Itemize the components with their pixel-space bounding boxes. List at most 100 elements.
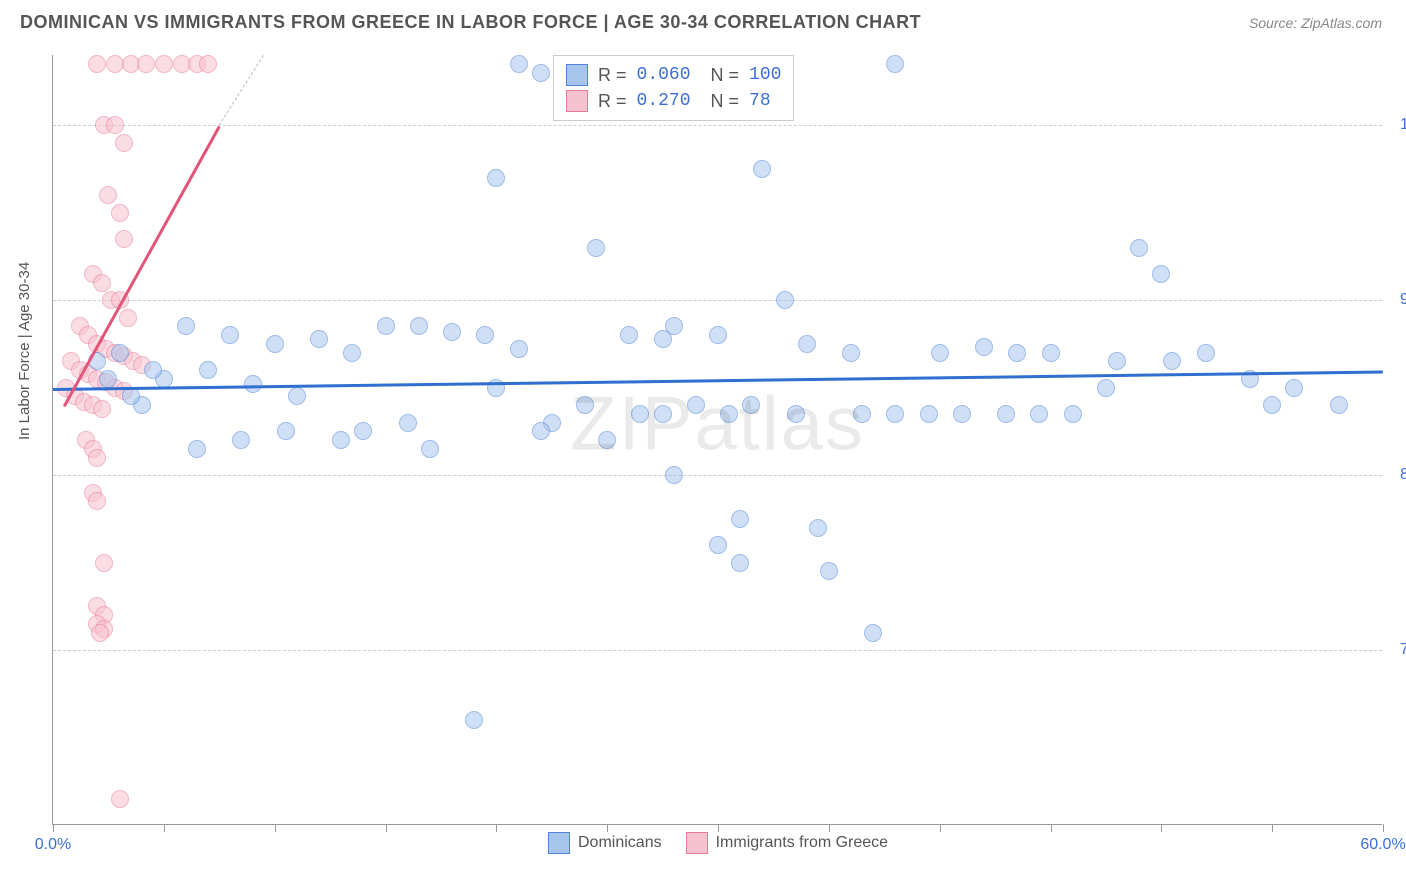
data-point	[798, 335, 816, 353]
data-point	[99, 370, 117, 388]
swatch-pink	[566, 90, 588, 112]
x-tick-label: 0.0%	[35, 836, 71, 854]
data-point	[377, 317, 395, 335]
data-point	[122, 387, 140, 405]
legend-label-blue: Dominicans	[578, 834, 662, 852]
data-point	[532, 422, 550, 440]
data-point	[510, 340, 528, 358]
data-point	[410, 317, 428, 335]
x-tick	[1051, 824, 1052, 832]
data-point	[587, 239, 605, 257]
data-point	[111, 790, 129, 808]
data-point	[465, 711, 483, 729]
data-point	[809, 519, 827, 537]
y-tick-label: 100.0%	[1386, 116, 1406, 134]
r-label: R =	[598, 65, 627, 86]
data-point	[510, 55, 528, 73]
x-tick	[1383, 824, 1384, 832]
data-point	[1030, 405, 1048, 423]
x-tick	[164, 824, 165, 832]
gridline-h	[53, 475, 1382, 476]
data-point	[1008, 344, 1026, 362]
data-point	[99, 186, 117, 204]
x-tick	[940, 824, 941, 832]
x-tick	[607, 824, 608, 832]
data-point	[155, 55, 173, 73]
legend-label-pink: Immigrants from Greece	[716, 834, 888, 852]
data-point	[476, 326, 494, 344]
y-axis-title: In Labor Force | Age 30-34	[16, 262, 33, 440]
data-point	[115, 230, 133, 248]
data-point	[199, 361, 217, 379]
x-tick	[275, 824, 276, 832]
data-point	[820, 562, 838, 580]
data-point	[232, 431, 250, 449]
data-point	[1330, 396, 1348, 414]
series-legend: Dominicans Immigrants from Greece	[548, 832, 888, 854]
data-point	[188, 440, 206, 458]
data-point	[1097, 379, 1115, 397]
data-point	[997, 405, 1015, 423]
legend-row-blue: R = 0.060 N = 100	[566, 62, 781, 88]
data-point	[1163, 352, 1181, 370]
chart-title: DOMINICAN VS IMMIGRANTS FROM GREECE IN L…	[20, 12, 921, 33]
r-label: R =	[598, 91, 627, 112]
x-tick-label: 60.0%	[1360, 836, 1405, 854]
data-point	[111, 204, 129, 222]
legend-row-pink: R = 0.270 N = 78	[566, 88, 781, 114]
data-point	[111, 344, 129, 362]
data-point	[1042, 344, 1060, 362]
legend-item-pink: Immigrants from Greece	[686, 832, 888, 854]
gridline-h	[53, 125, 1382, 126]
data-point	[842, 344, 860, 362]
data-point	[88, 55, 106, 73]
x-tick	[496, 824, 497, 832]
x-tick	[386, 824, 387, 832]
data-point	[244, 375, 262, 393]
source-attribution: Source: ZipAtlas.com	[1249, 15, 1382, 31]
data-point	[665, 466, 683, 484]
swatch-pink	[686, 832, 708, 854]
data-point	[119, 309, 137, 327]
data-point	[1152, 265, 1170, 283]
data-point	[975, 338, 993, 356]
data-point	[886, 55, 904, 73]
x-tick	[718, 824, 719, 832]
data-point	[864, 624, 882, 642]
n-label: N =	[711, 91, 740, 112]
data-point	[753, 160, 771, 178]
data-point	[487, 169, 505, 187]
data-point	[953, 405, 971, 423]
data-point	[93, 274, 111, 292]
data-point	[532, 64, 550, 82]
y-tick-label: 80.0%	[1386, 466, 1406, 484]
scatter-chart: ZIPatlas R = 0.060 N = 100 R = 0.270 N =…	[52, 55, 1382, 825]
data-point	[88, 449, 106, 467]
data-point	[343, 344, 361, 362]
r-value-pink: 0.270	[637, 91, 691, 111]
n-value-blue: 100	[749, 65, 781, 85]
trend-line	[219, 55, 264, 126]
data-point	[1130, 239, 1148, 257]
data-point	[620, 326, 638, 344]
swatch-blue	[548, 832, 570, 854]
data-point	[399, 414, 417, 432]
data-point	[776, 291, 794, 309]
n-value-pink: 78	[749, 91, 771, 111]
data-point	[137, 55, 155, 73]
data-point	[177, 317, 195, 335]
data-point	[95, 554, 113, 572]
source-label: Source:	[1249, 15, 1297, 31]
data-point	[1197, 344, 1215, 362]
data-point	[731, 510, 749, 528]
y-tick-label: 70.0%	[1386, 641, 1406, 659]
data-point	[354, 422, 372, 440]
data-point	[920, 405, 938, 423]
data-point	[1263, 396, 1281, 414]
swatch-blue	[566, 64, 588, 86]
chart-header: DOMINICAN VS IMMIGRANTS FROM GREECE IN L…	[0, 0, 1406, 41]
watermark: ZIPatlas	[570, 381, 865, 468]
x-tick	[1272, 824, 1273, 832]
data-point	[144, 361, 162, 379]
data-point	[443, 323, 461, 341]
